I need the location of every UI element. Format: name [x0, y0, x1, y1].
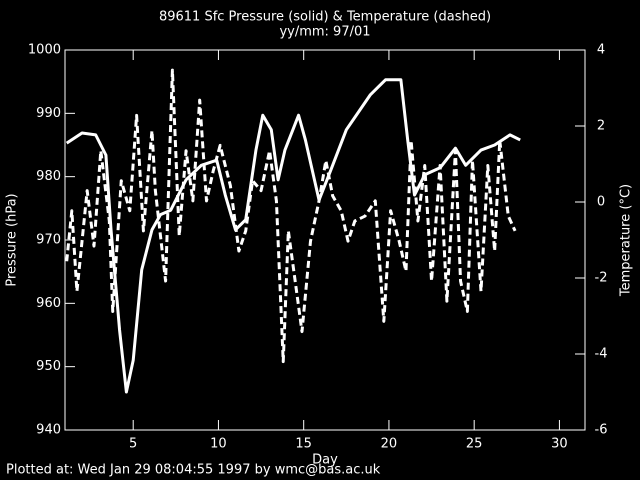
x-tick-label: 30 — [551, 437, 568, 452]
x-tick-label: 5 — [129, 437, 137, 452]
y-tick-label: 970 — [36, 233, 61, 248]
y-axis-label: Pressure (hPa) — [5, 193, 20, 286]
y-tick-label: 950 — [36, 359, 61, 374]
y2-axis-label: Temperature (°C) — [619, 184, 634, 297]
y2-tick-label: -4 — [595, 347, 608, 362]
x-tick-label: 10 — [210, 437, 227, 452]
pressure-line — [65, 78, 521, 394]
y2-tick-label: 2 — [597, 119, 605, 134]
y-tick-label: 980 — [36, 169, 61, 184]
x-tick-label: 15 — [295, 437, 312, 452]
y2-tick-label: 4 — [597, 43, 605, 58]
y2-tick-label: -2 — [595, 271, 608, 286]
chart-title: 89611 Sfc Pressure (solid) & Temperature… — [159, 10, 491, 25]
y-tick-label: 990 — [36, 106, 61, 121]
temperature-line — [65, 68, 517, 364]
plot-frame — [64, 49, 586, 431]
y-tick-label: 940 — [36, 423, 61, 438]
footer: Plotted at: Wed Jan 29 08:04:55 1997 by … — [6, 463, 381, 478]
chart-subtitle: yy/mm: 97/01 — [279, 25, 370, 40]
x-axis-label: Day — [312, 453, 338, 468]
x-tick-label: 25 — [466, 437, 483, 452]
y2-tick-label: 0 — [597, 195, 605, 210]
y-tick-label: 1000 — [28, 43, 61, 58]
y2-tick-label: -6 — [595, 423, 608, 438]
x-tick-label: 20 — [381, 437, 398, 452]
y-tick-label: 960 — [36, 296, 61, 311]
